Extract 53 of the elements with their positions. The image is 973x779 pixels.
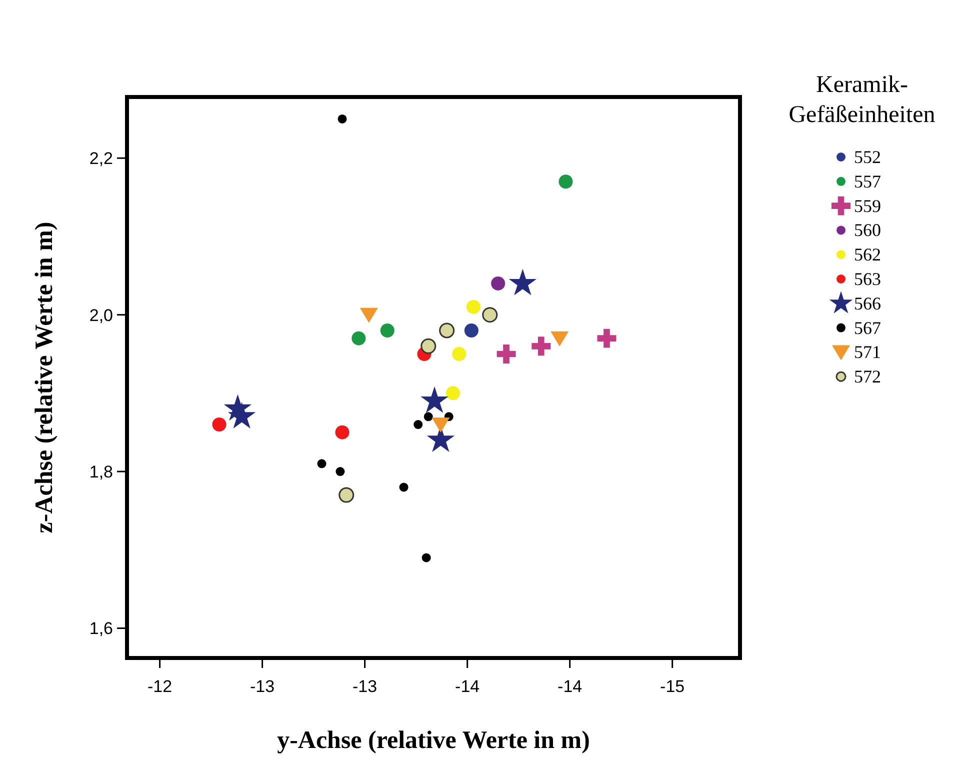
x-tick-label: -13 [352,677,378,696]
point [508,268,537,296]
y-tick-label: 1,6 [89,619,113,638]
point [466,300,480,314]
point [335,425,350,440]
point [338,487,354,503]
point [496,344,516,364]
legend-label: 563 [854,269,881,289]
point [414,420,423,430]
point [338,114,347,124]
point [439,322,455,338]
x-tick-label: -14 [558,677,582,696]
point [336,467,345,476]
point [432,418,450,433]
point [424,412,433,422]
legend-label: 552 [854,147,881,167]
point [228,402,256,429]
point [422,553,431,562]
point [380,323,394,338]
legend-label: 559 [854,196,881,216]
point [452,346,466,361]
point [420,338,436,354]
point [532,336,551,356]
point [491,276,506,290]
point [550,331,569,346]
point [212,418,226,432]
point [446,386,460,400]
point [597,328,616,348]
x-axis-title: y-Achse (relative Werte in m) [277,727,590,754]
x-tick-label: -12 [148,677,172,696]
legend-label: 572 [854,366,881,387]
point [352,331,366,346]
x-tick-label: -15 [660,677,685,696]
y-tick-label: 2,2 [89,149,113,168]
x-tick-label: -14 [455,677,480,696]
legend-label: 562 [854,244,881,265]
y-tick-label: 2,0 [89,306,113,325]
y-tick-label: 1,8 [89,462,113,482]
legend-label: 571 [854,342,881,362]
legend-label: 560 [854,220,881,240]
legend-label: 557 [854,171,881,192]
legend-label: 566 [854,293,881,314]
y-axis-title: z-Achse (relative Werte in m) [31,222,58,534]
point [317,459,326,468]
point [399,482,408,492]
point [482,307,498,323]
point [420,386,448,413]
legend-label: 567 [854,318,881,338]
point [360,308,378,323]
point [464,323,478,338]
point [558,174,573,189]
x-tick-label: -13 [250,677,275,696]
legend-title: Keramik-Gefäßeinheiten [788,72,936,128]
